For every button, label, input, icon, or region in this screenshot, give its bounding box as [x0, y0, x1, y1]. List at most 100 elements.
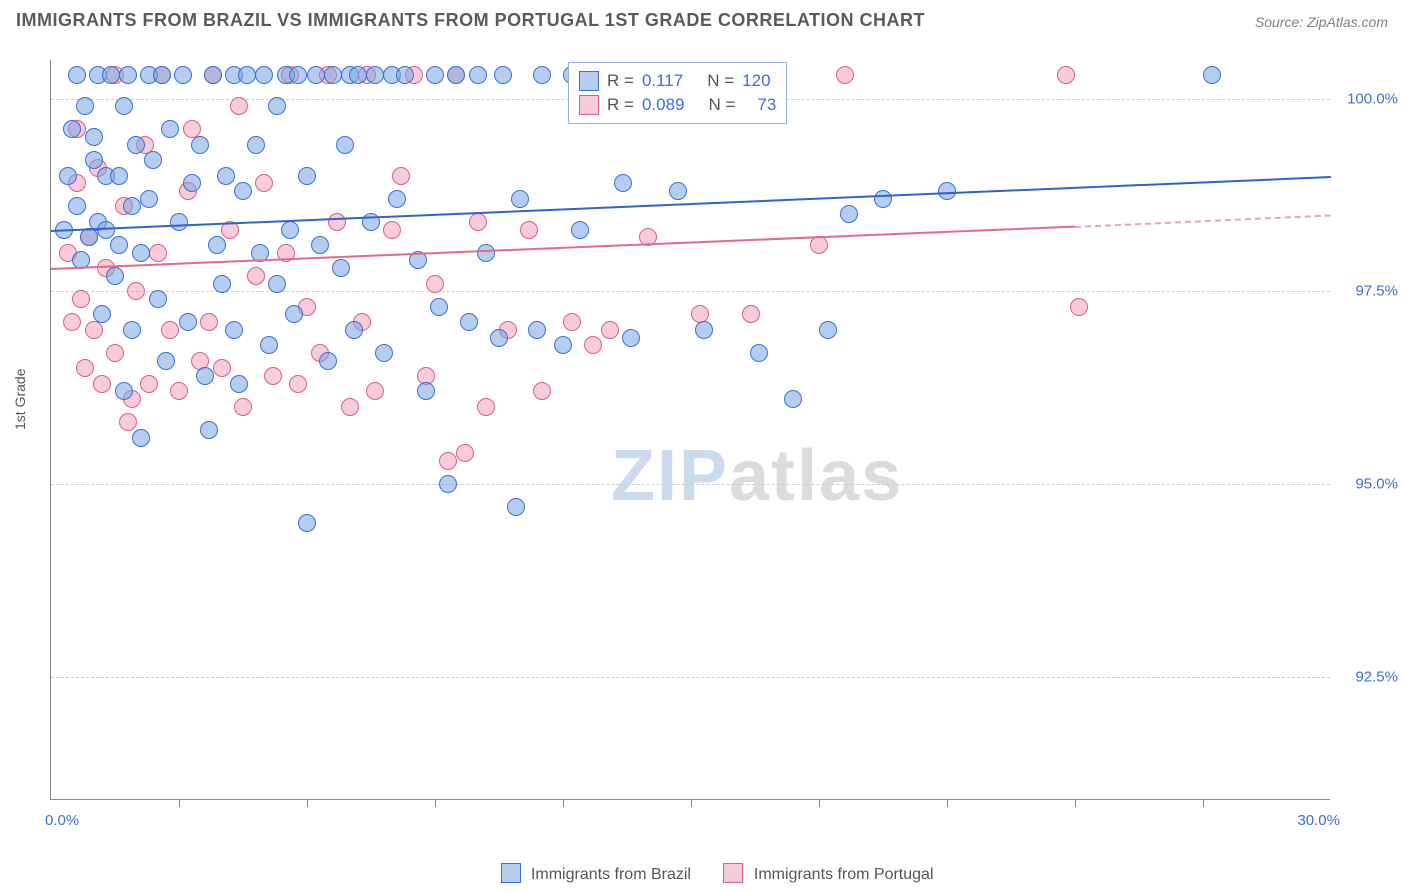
scatter-point-brazil [149, 290, 167, 308]
scatter-point-brazil [695, 321, 713, 339]
scatter-point-portugal [456, 444, 474, 462]
scatter-point-brazil [170, 213, 188, 231]
scatter-point-brazil [477, 244, 495, 262]
scatter-point-brazil [127, 136, 145, 154]
y-tick-label: 95.0% [1355, 475, 1398, 492]
scatter-point-portugal [1057, 66, 1075, 84]
y-tick-label: 100.0% [1347, 90, 1398, 107]
scatter-point-brazil [307, 66, 325, 84]
scatter-point-brazil [85, 151, 103, 169]
scatter-point-brazil [68, 197, 86, 215]
scatter-point-brazil [123, 197, 141, 215]
scatter-point-brazil [494, 66, 512, 84]
scatter-point-portugal [200, 313, 218, 331]
scatter-point-brazil [106, 267, 124, 285]
scatter-point-portugal [119, 413, 137, 431]
scatter-point-brazil [238, 66, 256, 84]
x-tick [1203, 799, 1204, 807]
scatter-point-portugal [230, 97, 248, 115]
scatter-point-portugal [1070, 298, 1088, 316]
scatter-point-brazil [217, 167, 235, 185]
scatter-point-brazil [213, 275, 231, 293]
scatter-point-brazil [840, 205, 858, 223]
n-prefix: N = [708, 93, 735, 117]
legend-label-brazil: Immigrants from Brazil [531, 866, 691, 883]
scatter-point-brazil [281, 221, 299, 239]
scatter-point-brazil [417, 382, 435, 400]
scatter-point-brazil [289, 66, 307, 84]
scatter-point-brazil [439, 475, 457, 493]
scatter-point-brazil [874, 190, 892, 208]
scatter-point-portugal [127, 282, 145, 300]
legend-swatch-brazil [579, 71, 599, 91]
x-tick [435, 799, 436, 807]
scatter-point-portugal [584, 336, 602, 354]
x-tick [947, 799, 948, 807]
gridline-h [51, 291, 1330, 292]
scatter-point-portugal [149, 244, 167, 262]
scatter-point-brazil [268, 97, 286, 115]
gridline-h [51, 484, 1330, 485]
scatter-point-brazil [311, 236, 329, 254]
scatter-point-brazil [123, 321, 141, 339]
scatter-point-brazil [750, 344, 768, 362]
scatter-point-brazil [80, 228, 98, 246]
scatter-point-brazil [59, 167, 77, 185]
scatter-point-brazil [204, 66, 222, 84]
scatter-point-portugal [140, 375, 158, 393]
scatter-point-portugal [264, 367, 282, 385]
x-tick [691, 799, 692, 807]
scatter-point-portugal [392, 167, 410, 185]
legend-swatch-portugal [723, 863, 743, 883]
legend-row-brazil: R = 0.117 N = 120 [579, 69, 776, 93]
scatter-point-portugal [533, 382, 551, 400]
scatter-point-brazil [784, 390, 802, 408]
scatter-point-portugal [63, 313, 81, 331]
scatter-point-brazil [345, 321, 363, 339]
scatter-point-brazil [85, 128, 103, 146]
scatter-point-brazil [1203, 66, 1221, 84]
trendline-portugal-extrapolated [1075, 214, 1331, 228]
scatter-point-portugal [601, 321, 619, 339]
scatter-point-brazil [161, 120, 179, 138]
scatter-point-portugal [810, 236, 828, 254]
scatter-point-brazil [153, 66, 171, 84]
r-value-portugal: 0.089 [642, 93, 685, 117]
legend-swatch-brazil [501, 863, 521, 883]
scatter-point-portugal [76, 359, 94, 377]
trendline-portugal [51, 226, 1075, 270]
scatter-point-portugal [366, 382, 384, 400]
x-tick [1075, 799, 1076, 807]
scatter-point-brazil [132, 244, 150, 262]
plot-area: ZIPatlas 0.0% 30.0% 92.5%95.0%97.5%100.0… [50, 60, 1330, 800]
scatter-point-brazil [430, 298, 448, 316]
scatter-point-portugal [563, 313, 581, 331]
scatter-point-portugal [477, 398, 495, 416]
scatter-point-brazil [460, 313, 478, 331]
scatter-point-portugal [85, 321, 103, 339]
scatter-point-brazil [614, 174, 632, 192]
x-tick [307, 799, 308, 807]
x-axis-max-label: 30.0% [1297, 812, 1340, 829]
x-tick [819, 799, 820, 807]
scatter-point-brazil [285, 305, 303, 323]
r-prefix: R = [607, 69, 634, 93]
chart-container: IMMIGRANTS FROM BRAZIL VS IMMIGRANTS FRO… [0, 0, 1406, 892]
scatter-point-portugal [383, 221, 401, 239]
correlation-legend: R = 0.117 N = 120 R = 0.089 N = 73 [568, 62, 787, 124]
scatter-point-brazil [319, 352, 337, 370]
scatter-point-brazil [225, 321, 243, 339]
scatter-point-brazil [447, 66, 465, 84]
scatter-point-brazil [68, 66, 86, 84]
scatter-point-brazil [255, 66, 273, 84]
scatter-point-brazil [388, 190, 406, 208]
legend-row-portugal: R = 0.089 N = 73 [579, 93, 776, 117]
series-legend: Immigrants from Brazil Immigrants from P… [0, 863, 1406, 884]
scatter-point-brazil [174, 66, 192, 84]
x-tick [179, 799, 180, 807]
scatter-point-brazil [191, 136, 209, 154]
scatter-point-portugal [341, 398, 359, 416]
scatter-point-portugal [255, 174, 273, 192]
scatter-point-brazil [336, 136, 354, 154]
scatter-point-portugal [234, 398, 252, 416]
